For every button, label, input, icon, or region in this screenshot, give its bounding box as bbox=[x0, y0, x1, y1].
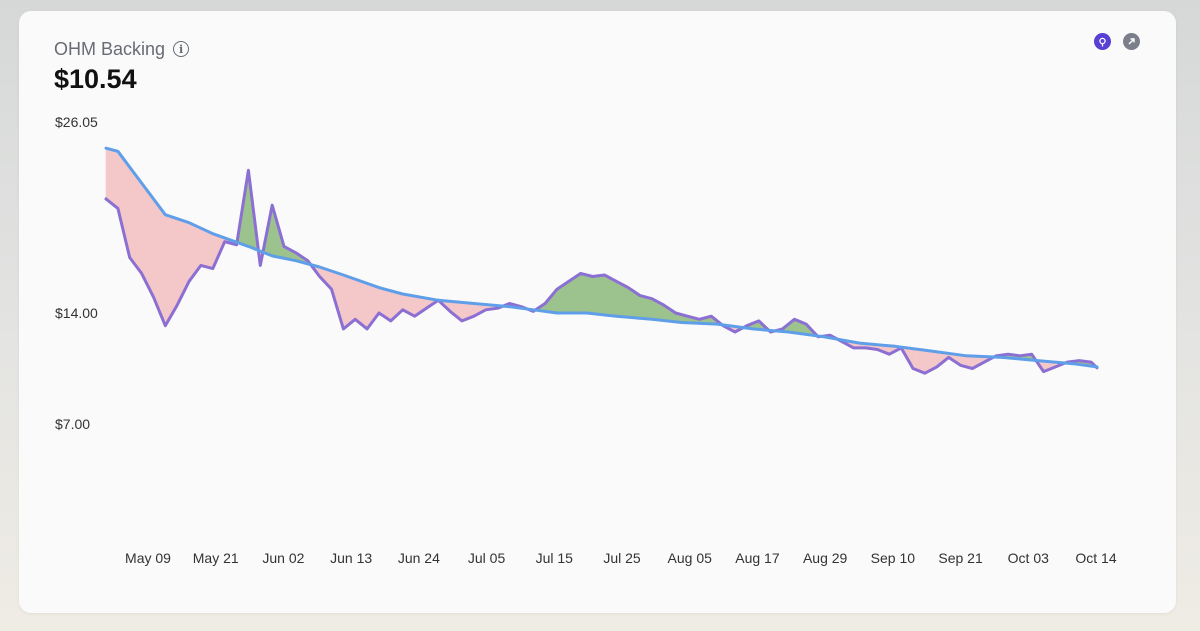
below-backing-area bbox=[348, 276, 356, 325]
below-backing-area bbox=[200, 227, 208, 268]
x-tick-label: Aug 05 bbox=[668, 550, 713, 566]
above-backing-area bbox=[580, 272, 587, 314]
below-backing-area bbox=[206, 230, 214, 270]
x-tick-label: Jul 15 bbox=[536, 550, 574, 566]
above-backing-area bbox=[639, 295, 647, 320]
below-backing-area bbox=[170, 216, 178, 317]
below-backing-area bbox=[159, 205, 166, 326]
x-tick-label: Aug 29 bbox=[803, 550, 848, 566]
x-tick-label: Jun 02 bbox=[262, 550, 304, 566]
x-tick-label: Oct 14 bbox=[1075, 550, 1116, 566]
above-backing-area bbox=[621, 283, 629, 318]
below-backing-area bbox=[129, 166, 136, 267]
x-tick-label: Sep 10 bbox=[871, 550, 916, 566]
x-tick-label: Jul 05 bbox=[468, 550, 506, 566]
below-backing-area bbox=[343, 274, 350, 330]
above-backing-area bbox=[604, 274, 611, 316]
below-backing-area bbox=[153, 197, 160, 312]
above-backing-area bbox=[586, 274, 593, 314]
title-row: OHM Backing i bbox=[54, 38, 190, 60]
y-tick-label: $7.00 bbox=[55, 416, 90, 432]
below-backing-area bbox=[135, 174, 142, 275]
x-tick-label: May 09 bbox=[125, 550, 171, 566]
above-backing-area bbox=[568, 276, 576, 314]
below-backing-area bbox=[105, 147, 113, 205]
above-backing-area bbox=[616, 280, 623, 318]
below-backing-area bbox=[141, 182, 148, 286]
current-value: $10.54 bbox=[54, 64, 137, 94]
below-backing-area bbox=[147, 190, 154, 298]
below-backing-area bbox=[360, 280, 368, 330]
market-price-line bbox=[104, 168, 1099, 375]
above-backing-area bbox=[592, 275, 599, 315]
fill-areas bbox=[105, 147, 1098, 374]
info-icon[interactable]: i bbox=[173, 41, 190, 57]
above-backing-area bbox=[610, 277, 617, 317]
x-tick-label: Oct 03 bbox=[1008, 550, 1049, 566]
above-backing-area bbox=[574, 272, 582, 314]
x-tick-label: Jun 13 bbox=[330, 550, 372, 566]
x-tick-label: Aug 17 bbox=[735, 550, 780, 566]
x-tick-label: May 21 bbox=[193, 550, 239, 566]
below-backing-area bbox=[354, 278, 362, 325]
x-tick-label: Jun 24 bbox=[398, 550, 440, 566]
y-tick-label: $14.00 bbox=[55, 305, 98, 321]
chart-title: OHM Backing bbox=[54, 38, 166, 59]
x-tick-label: Jul 25 bbox=[603, 550, 641, 566]
above-backing-area bbox=[645, 296, 653, 320]
below-backing-area bbox=[165, 214, 172, 327]
x-tick-label: Sep 21 bbox=[938, 550, 983, 566]
below-backing-area bbox=[111, 149, 119, 210]
location-icon[interactable] bbox=[1094, 33, 1111, 50]
y-tick-label: $26.05 bbox=[55, 114, 98, 130]
backing-line bbox=[104, 146, 1099, 369]
above-backing-area bbox=[598, 274, 605, 316]
external-link-icon[interactable] bbox=[1123, 33, 1140, 50]
